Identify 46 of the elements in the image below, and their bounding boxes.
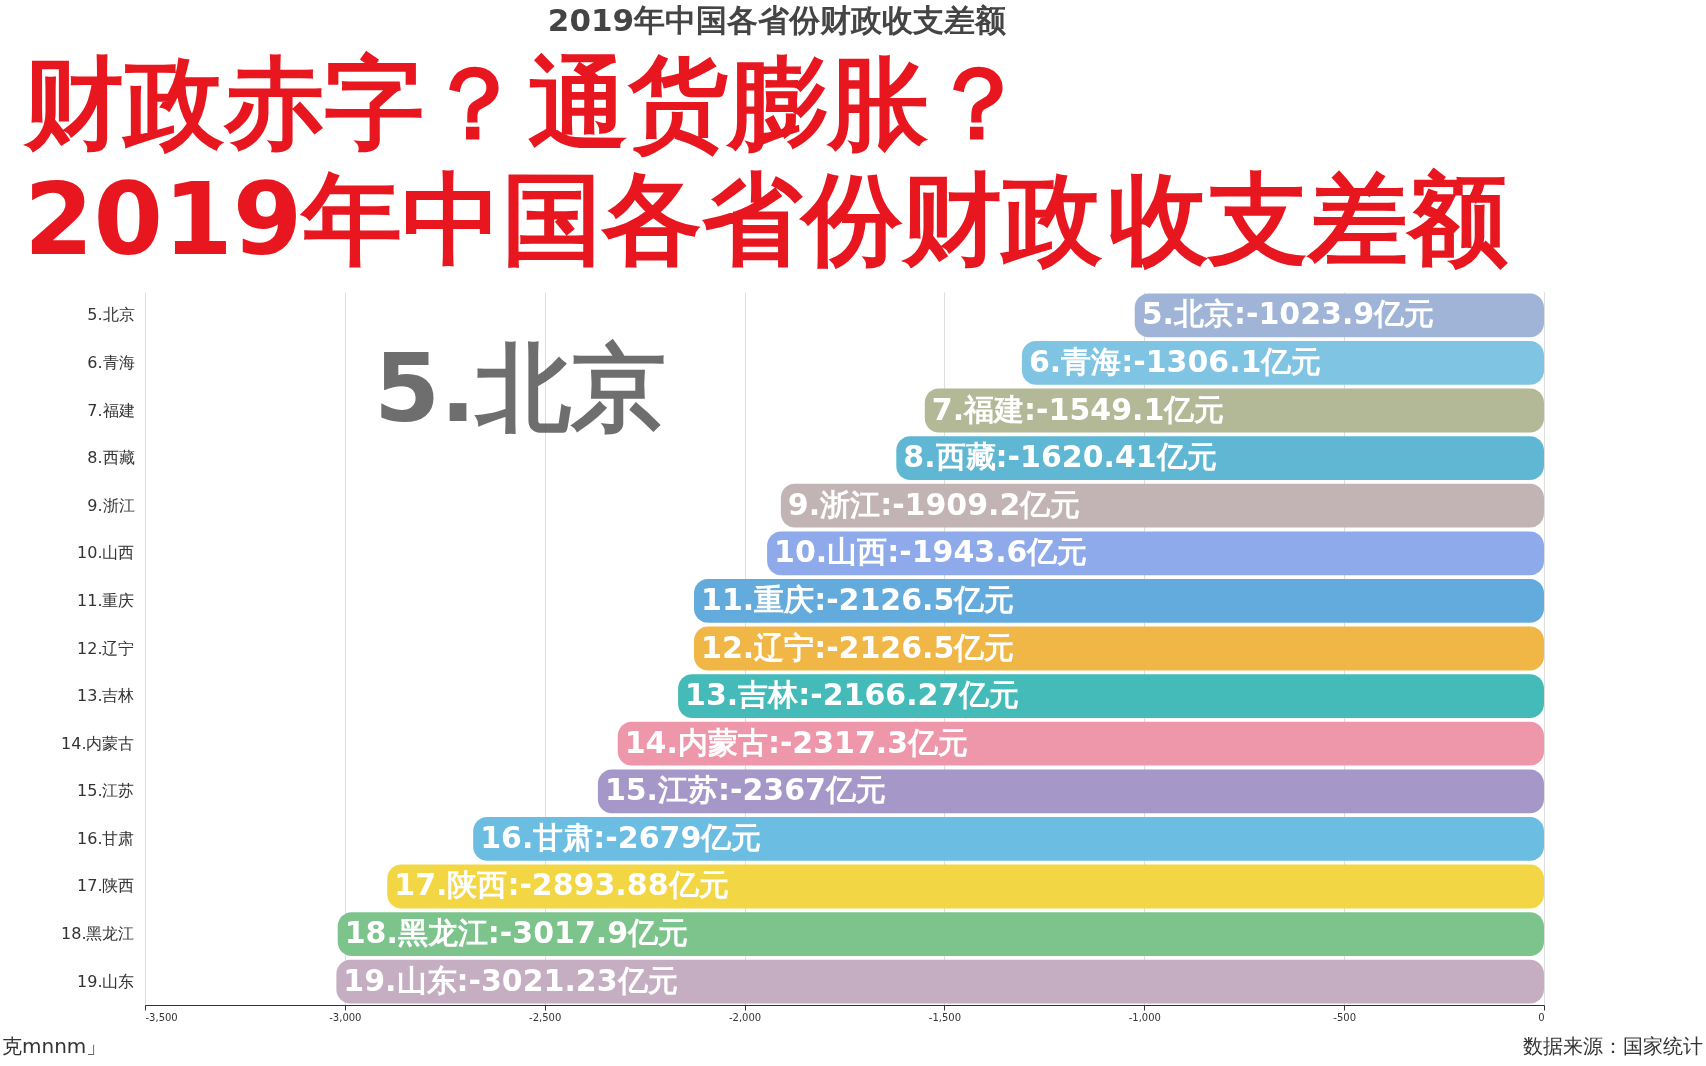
y-tick-label: 16.甘肃 [77,828,135,848]
y-tick-label: 19.山东 [77,971,135,991]
y-tick-label: 5.北京 [87,305,135,325]
x-tick-label: -1,500 [928,1011,962,1023]
data-label: 9.浙江:-1909.2亿元 [787,486,1081,522]
data-label: 16.甘肃:-2679亿元 [480,819,762,855]
y-tick-label: 14.内蒙古 [61,733,135,753]
y-tick-label: 9.浙江 [87,495,135,515]
data-label: 7.福建:-1549.1亿元 [931,391,1225,427]
y-tick-label: 7.福建 [87,400,135,420]
text: 通货膨胀？ [528,45,1028,162]
y-tick-label: 8.西藏 [87,448,135,468]
y-tick-label: 13.吉林 [77,686,135,706]
data-label: 18.黑龙江:-3017.9亿元 [344,915,689,951]
y-tick-label: 10.山西 [77,543,135,563]
data-label: 17.陕西:-2893.88亿元 [394,867,729,903]
y-tick-label: 15.江苏 [77,781,135,801]
y-tick-label: 17.陕西 [77,876,135,896]
x-tick-label: -2,000 [728,1011,762,1023]
x-tick-label: -1,000 [1128,1011,1161,1023]
source-note: 数据来源：国家统计 [1523,1034,1703,1058]
chart-title: 2019年中国各省份财政收支差额 [547,2,1007,38]
y-tick-label: 12.辽宁 [77,638,135,658]
data-label: 15.江苏:-2367亿元 [604,772,886,808]
y-tick-label: 11.重庆 [77,590,135,610]
data-label: 10.山西:-1943.6亿元 [774,534,1088,570]
x-tick-label: -3,500 [145,1011,178,1023]
data-label: 5.北京:-1023.9亿元 [1141,296,1435,332]
data-label: 12.辽宁:-2126.5亿元 [701,629,1015,665]
data-label: 11.重庆:-2126.5亿元 [701,581,1015,617]
data-label: 14.内蒙古:-2317.3亿元 [624,724,969,760]
data-label: 13.吉林:-2166.27亿元 [685,677,1020,713]
text: 收支差额 [1108,161,1508,278]
y-tick-label: 6.青海 [87,352,135,372]
annotation: 5.北京 [373,333,667,443]
text: 2019年中国各省份财政 [24,161,1104,278]
x-tick-label: 0 [1538,1011,1545,1023]
x-tick-label: -2,500 [529,1011,562,1023]
text: 克mnnm」 [2,1034,107,1058]
y-tick-label: 18.黑龙江 [61,924,135,944]
data-label: 19.山东:-3021.23亿元 [343,962,678,998]
data-label: 8.西藏:-1620.41亿元 [903,439,1217,475]
x-tick-label: -3,000 [329,1011,362,1023]
data-label: 6.青海:-1306.1亿元 [1028,343,1322,379]
text: 财政赤字？ [22,45,524,162]
x-tick-label: -500 [1333,1011,1356,1023]
